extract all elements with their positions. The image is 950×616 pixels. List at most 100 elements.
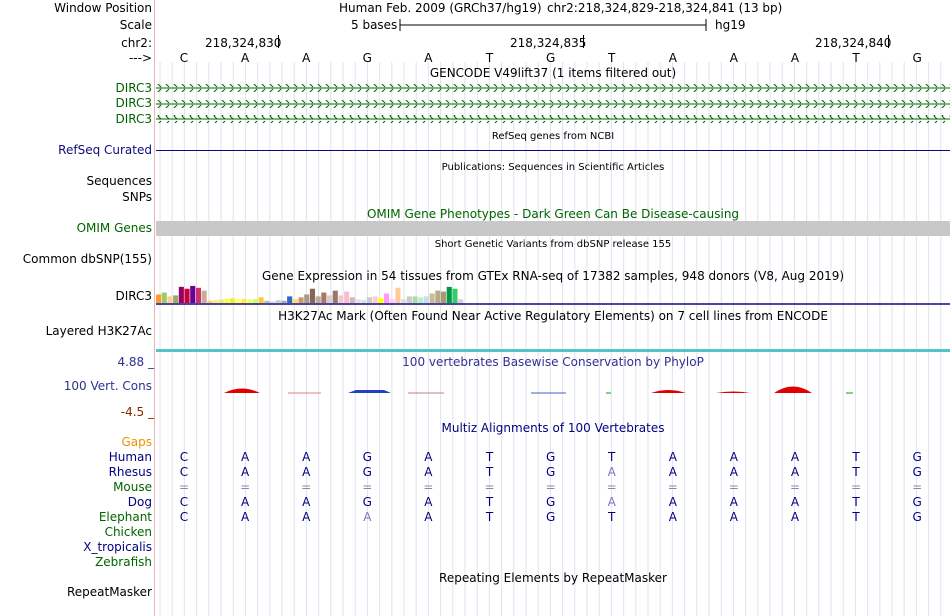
coord-label: 218,324,830	[205, 36, 282, 50]
gencode-track-title[interactable]: GENCODE V49lift37 (1 items filtered out)	[429, 66, 677, 80]
gtex-tissue-bar[interactable]	[195, 287, 201, 303]
gtex-tissue-bar[interactable]	[224, 298, 230, 303]
gtex-tissue-bar[interactable]	[441, 291, 447, 303]
omim-label[interactable]: OMIM Genes	[76, 221, 152, 235]
multiz-track-title[interactable]: Multiz Alignments of 100 Vertebrates	[441, 421, 665, 435]
pubs-label-snps[interactable]: SNPs	[122, 190, 152, 204]
gtex-tissue-bar[interactable]	[458, 299, 464, 303]
pubs-label-sequences[interactable]: Sequences	[86, 174, 152, 188]
phylop-track-title[interactable]: 100 vertebrates Basewise Conservation by…	[402, 355, 704, 369]
gtex-tissue-bar[interactable]	[327, 295, 333, 303]
species-label[interactable]: Mouse	[113, 480, 152, 494]
gtex-tissue-bar[interactable]	[281, 300, 287, 303]
phylop-label[interactable]: 100 Vert. Cons	[63, 379, 152, 393]
species-label[interactable]: Dog	[127, 495, 152, 509]
gencode-features[interactable]	[156, 80, 950, 128]
gtex-tissue-bar[interactable]	[389, 299, 395, 303]
gtex-tissue-bar[interactable]	[178, 286, 184, 303]
gtex-tissue-bar[interactable]	[270, 301, 276, 303]
gtex-tissue-bar[interactable]	[366, 297, 372, 303]
gtex-tissue-bar[interactable]	[418, 297, 424, 303]
gtex-tissue-bar[interactable]	[338, 295, 344, 303]
gtex-tissue-bar[interactable]	[173, 295, 179, 303]
gtex-tissue-bar[interactable]	[252, 299, 258, 303]
gtex-tissue-bar[interactable]	[332, 290, 338, 303]
gtex-tissue-bar[interactable]	[446, 286, 452, 303]
species-label[interactable]: Chicken	[104, 525, 152, 539]
gtex-tissue-bar[interactable]	[423, 296, 429, 303]
repeatmasker-label[interactable]: RepeatMasker	[66, 585, 152, 599]
gtex-tissue-bar[interactable]	[452, 288, 458, 303]
gtex-tissue-bar[interactable]	[230, 298, 236, 303]
gencode-item-label[interactable]: DIRC3	[115, 81, 152, 95]
gtex-tissue-bar[interactable]	[349, 297, 355, 303]
gtex-tissue-bar[interactable]	[395, 287, 401, 303]
gtex-tissue-bar[interactable]	[412, 296, 418, 303]
gtex-tissue-bar[interactable]	[247, 299, 253, 303]
repeatmasker-track-title[interactable]: Repeating Elements by RepeatMasker	[439, 571, 667, 585]
alignment-base: A	[240, 465, 250, 479]
phylop-peak	[348, 390, 391, 393]
gtex-tissue-bar[interactable]	[304, 294, 310, 303]
species-label[interactable]: Elephant	[98, 510, 152, 524]
gtex-tissue-bar[interactable]	[213, 300, 219, 303]
refseq-label[interactable]: RefSeq Curated	[58, 143, 152, 157]
gtex-label[interactable]: DIRC3	[115, 289, 152, 303]
gtex-tissue-bar[interactable]	[201, 290, 207, 303]
gtex-tissue-bar[interactable]	[361, 300, 367, 303]
gtex-tissue-bar[interactable]	[384, 293, 390, 304]
gtex-tissue-bar[interactable]	[321, 292, 327, 303]
gtex-tissue-bar[interactable]	[298, 297, 304, 303]
gtex-tissue-bar[interactable]	[287, 296, 293, 303]
pubs-track-title[interactable]: Publications: Sequences in Scientific Ar…	[441, 162, 665, 173]
gtex-tissue-bar[interactable]	[184, 288, 190, 303]
gtex-track-title[interactable]: Gene Expression in 54 tissues from GTEx …	[261, 269, 845, 283]
gtex-tissue-bar[interactable]	[315, 296, 321, 303]
gtex-tissue-bar[interactable]	[372, 296, 378, 303]
gencode-item-label[interactable]: DIRC3	[115, 96, 152, 110]
gtex-tissue-bar[interactable]	[344, 291, 350, 303]
gtex-tissue-bar[interactable]	[429, 293, 435, 304]
omim-feature[interactable]	[156, 221, 950, 236]
species-label[interactable]: Rhesus	[108, 465, 152, 479]
coord-label: 218,324,840	[815, 36, 892, 50]
dbsnp-label[interactable]: Common dbSNP(155)	[22, 252, 152, 266]
gtex-tissue-bar[interactable]	[309, 288, 315, 303]
gtex-tissue-bar[interactable]	[218, 299, 224, 303]
phylop-graph[interactable]	[156, 380, 950, 396]
gtex-tissue-bar[interactable]	[401, 299, 407, 303]
species-label[interactable]: Zebrafish	[95, 555, 152, 569]
refseq-feature[interactable]	[156, 150, 950, 151]
gtex-tissue-bar[interactable]	[167, 296, 173, 303]
h3k27ac-label[interactable]: Layered H3K27Ac	[45, 324, 152, 338]
species-label[interactable]: X_tropicalis	[83, 540, 152, 554]
base-letter: A	[424, 51, 433, 65]
dbsnp-track-title[interactable]: Short Genetic Variants from dbSNP releas…	[434, 239, 672, 250]
gaps-label[interactable]: Gaps	[121, 435, 152, 449]
alignment-base: C	[179, 510, 189, 524]
gtex-tissue-bar[interactable]	[258, 297, 264, 303]
omim-track-title[interactable]: OMIM Gene Phenotypes - Dark Green Can Be…	[366, 207, 740, 221]
refseq-track-title[interactable]: RefSeq genes from NCBI	[491, 131, 615, 142]
gtex-tissue-bar[interactable]	[378, 298, 384, 303]
alignment-base: A	[302, 510, 311, 524]
gtex-tissue-bar[interactable]	[235, 299, 241, 303]
gtex-tissue-bar[interactable]	[292, 299, 298, 303]
gtex-chart[interactable]	[156, 284, 950, 306]
gtex-tissue-bar[interactable]	[241, 298, 247, 303]
species-label[interactable]: Human	[108, 450, 152, 464]
h3k27ac-track-title[interactable]: H3K27Ac Mark (Often Found Near Active Re…	[278, 309, 828, 323]
gtex-tissue-bar[interactable]	[406, 296, 412, 303]
gtex-tissue-bar[interactable]	[161, 292, 167, 303]
gtex-tissue-bar[interactable]	[190, 285, 196, 303]
gtex-tissue-bar[interactable]	[156, 294, 162, 303]
gencode-item-label[interactable]: DIRC3	[115, 112, 152, 126]
gtex-tissue-bar[interactable]	[264, 300, 270, 303]
alignment-base: T	[485, 465, 494, 479]
gtex-tissue-bar[interactable]	[275, 300, 281, 303]
gtex-tissue-bar[interactable]	[355, 299, 361, 303]
gtex-tissue-bar[interactable]	[207, 300, 213, 303]
h3k27ac-signal[interactable]	[156, 349, 950, 352]
alignment-base: A	[790, 465, 800, 479]
gtex-tissue-bar[interactable]	[435, 290, 441, 303]
